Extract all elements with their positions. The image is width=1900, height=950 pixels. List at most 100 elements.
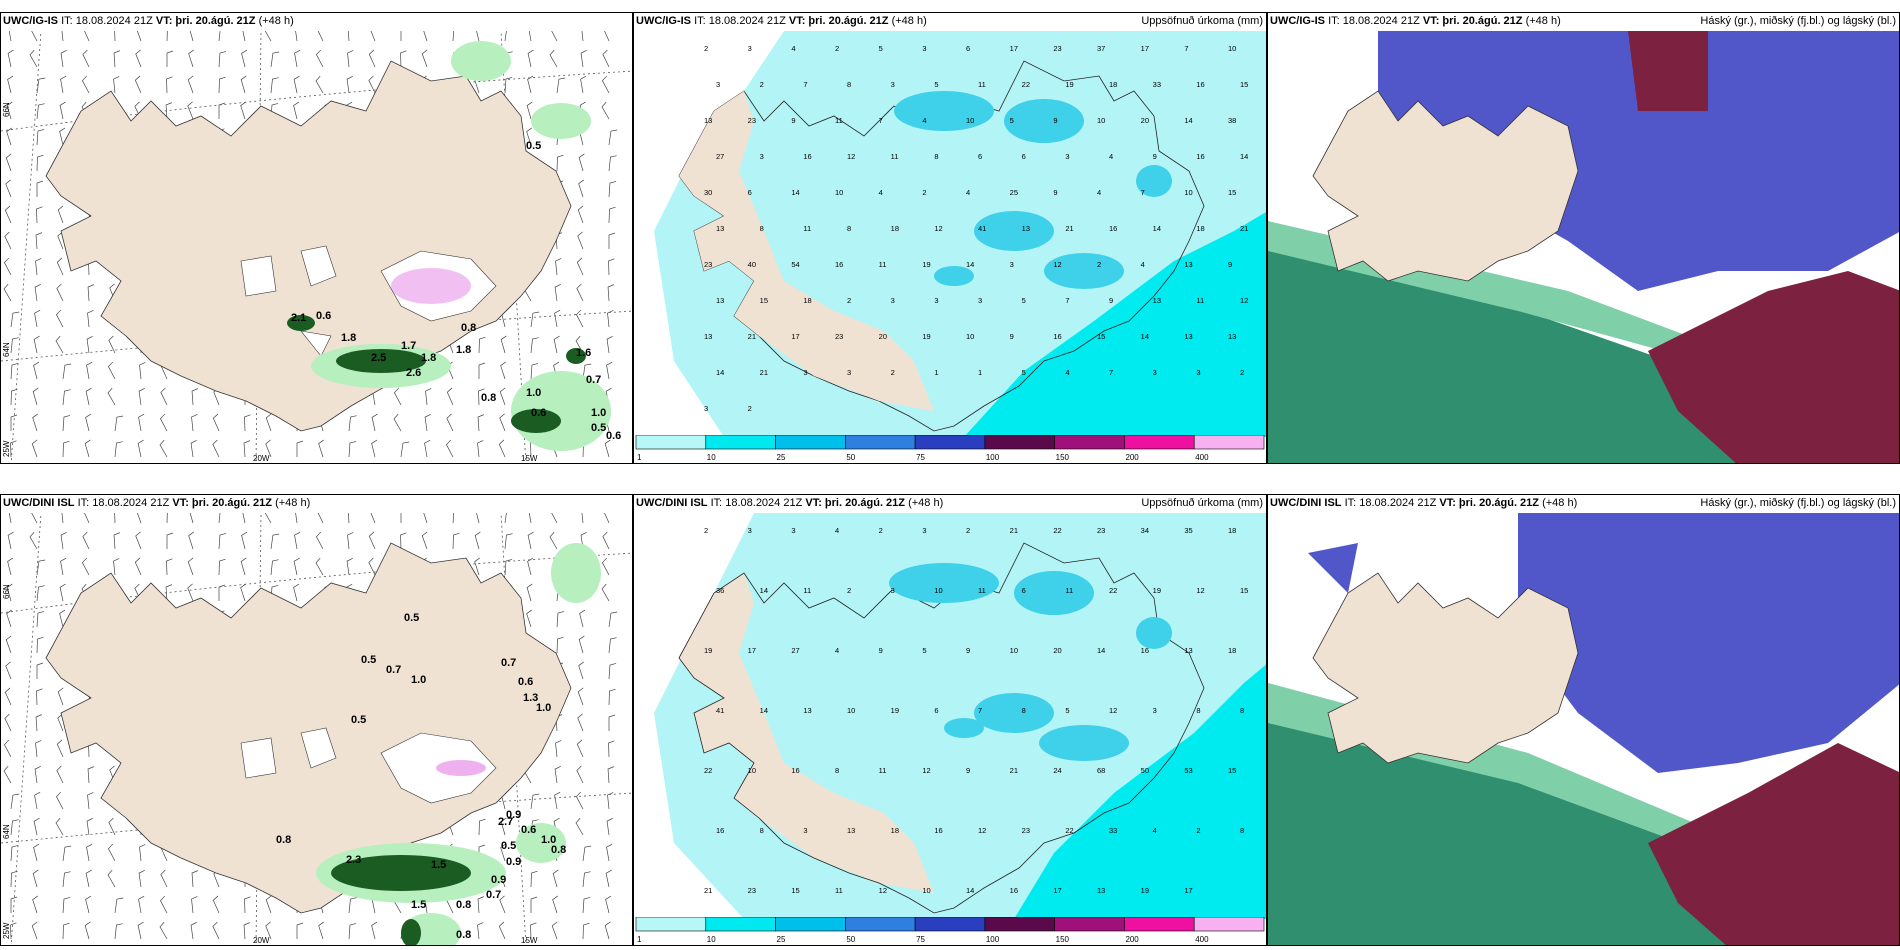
- colorbar-swatch: [845, 917, 916, 932]
- precip-value: 0.7: [486, 889, 501, 901]
- wind-barb: [577, 231, 584, 250]
- wind-barb: [527, 75, 534, 94]
- precip-total: 14: [1240, 152, 1248, 161]
- precip-value: 2.6: [406, 367, 421, 379]
- wind-barb: [478, 336, 486, 354]
- wind-barb: [61, 513, 68, 524]
- precip-total: 3: [891, 80, 895, 89]
- precip-value: 0.6: [518, 676, 533, 688]
- wind-barb: [62, 845, 72, 862]
- wind-barb: [294, 513, 301, 524]
- precip-value: 0.8: [456, 899, 471, 911]
- wind-barb: [607, 310, 614, 328]
- wind-barb: [31, 921, 38, 940]
- precip-value: 1.0: [541, 834, 556, 846]
- wind-barb: [244, 414, 251, 432]
- wind-barb: [602, 513, 610, 524]
- wind-barb: [369, 513, 376, 524]
- precip-total: 20: [1141, 116, 1149, 125]
- wind-barb: [87, 766, 95, 784]
- wind-barb: [608, 258, 615, 276]
- wind-barb: [452, 31, 461, 42]
- colorbar-tick: 1: [637, 935, 642, 944]
- wind-barb: [608, 129, 618, 146]
- precip-total: 3: [748, 526, 752, 535]
- wind-barb: [82, 31, 90, 42]
- wind-barb: [577, 687, 584, 706]
- wind-barb: [554, 284, 561, 302]
- wind-barb: [606, 336, 613, 354]
- precip-total: 6: [1022, 586, 1026, 595]
- precip-total: 3: [760, 152, 764, 161]
- colorbar-swatch: [1054, 917, 1125, 932]
- precip-total: 22: [1053, 526, 1061, 535]
- wind-barb: [55, 309, 64, 328]
- precip-total: 11: [879, 766, 887, 775]
- wind-barb: [10, 440, 17, 458]
- colorbar-tick: 75: [916, 935, 925, 944]
- wind-barb: [107, 387, 116, 406]
- precip-value: 0.9: [506, 856, 521, 868]
- precip-total: 35: [1184, 526, 1192, 535]
- wind-barb: [188, 513, 195, 524]
- wind-barb: [55, 335, 64, 354]
- precip-total: 12: [1109, 706, 1117, 715]
- panel-title: UWC/DINI ISL IT: 18.08.2024 21Z VT: þri.…: [1270, 497, 1578, 509]
- precip-total: 22: [1022, 80, 1030, 89]
- wind-barb: [113, 50, 121, 68]
- wind-barb: [86, 818, 93, 836]
- precip-total: 12: [847, 152, 855, 161]
- wind-barb: [107, 361, 116, 380]
- precip-total: 10: [966, 332, 974, 341]
- wind-barb: [218, 51, 227, 68]
- wind-barb: [6, 127, 12, 146]
- wind-barb: [478, 362, 486, 379]
- wind-barb: [576, 283, 584, 302]
- wind-barb: [32, 413, 38, 432]
- wind-barb: [576, 765, 584, 784]
- wind-barb: [400, 513, 402, 523]
- precip-total: 11: [835, 886, 843, 895]
- glacier: [300, 727, 337, 769]
- colorbar-swatch: [705, 435, 776, 450]
- colorbar-tick: 50: [846, 935, 855, 944]
- precip-total: 18: [1109, 80, 1117, 89]
- wind-barb: [348, 441, 357, 458]
- wind-barb: [265, 413, 272, 432]
- colorbar-swatch: [1124, 435, 1195, 450]
- wind-barb: [108, 335, 116, 354]
- precip-total: 2: [847, 586, 851, 595]
- wind-barb: [55, 817, 64, 836]
- precip-total: 13: [1184, 332, 1192, 341]
- lon-label-20w: 20W: [253, 454, 270, 463]
- precip-total: 11: [978, 586, 986, 595]
- wind-barb: [577, 713, 584, 732]
- wind-barb: [82, 49, 90, 68]
- precip-total: 2: [1097, 260, 1101, 269]
- wind-barb: [528, 513, 535, 524]
- colorbar-swatch: [705, 917, 776, 932]
- wind-barb: [62, 922, 70, 940]
- wind-barb: [526, 101, 533, 120]
- precip-total: 6: [934, 706, 938, 715]
- precip-total: 4: [879, 188, 883, 197]
- lon-label-15w: 15W: [521, 936, 538, 945]
- panel-ig-precip: UWC/IG-IS IT: 18.08.2024 21Z VT: þri. 20…: [633, 12, 1267, 464]
- glacier: [380, 250, 497, 322]
- precip-total: 14: [1184, 116, 1192, 125]
- precip-total: 3: [891, 296, 895, 305]
- wind-barb: [477, 414, 485, 432]
- wind-barb: [347, 532, 354, 550]
- precip-total: 2: [1240, 368, 1244, 377]
- wind-barb: [265, 921, 272, 940]
- precip-total: 19: [1141, 886, 1149, 895]
- precip-total: 8: [847, 80, 851, 89]
- colorbar-tick: 200: [1125, 453, 1139, 462]
- precip-total: 13: [704, 116, 712, 125]
- precip-total: 17: [1184, 886, 1192, 895]
- wind-barb: [293, 101, 300, 120]
- wind-barb: [31, 439, 38, 458]
- wind-barb: [474, 557, 480, 576]
- precip-value: 1.0: [591, 407, 606, 419]
- wind-barb: [240, 583, 246, 602]
